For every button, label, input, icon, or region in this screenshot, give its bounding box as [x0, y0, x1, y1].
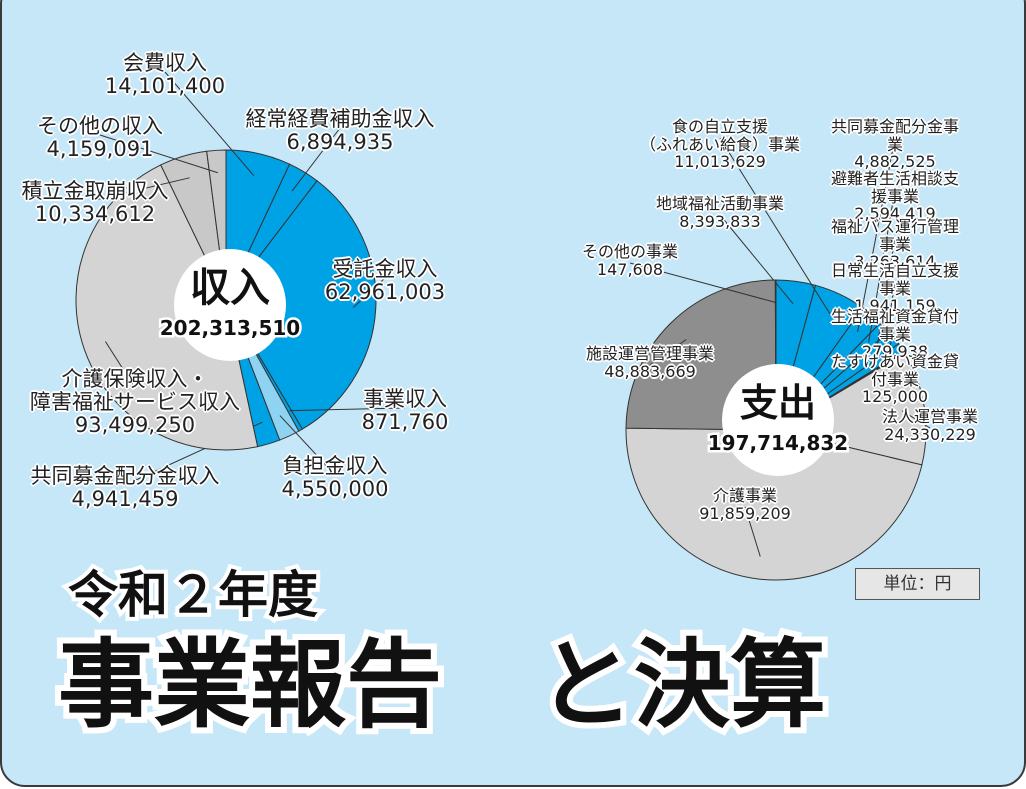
- leader-line: [868, 189, 896, 343]
- slice-label: その他の収入: [37, 114, 163, 138]
- leader-line: [352, 277, 386, 308]
- slice-value: 91,859,209: [699, 503, 791, 523]
- slice-label: 受託金収入: [332, 257, 438, 281]
- slice-label: 施設運営管理事業: [585, 344, 715, 363]
- slice-label: 共同募金配分金事業: [830, 117, 959, 154]
- leader-line: [901, 410, 931, 429]
- slice-value: 2,594,419: [854, 204, 936, 224]
- slice-value: 48,883,669: [604, 361, 696, 381]
- slice-label: 日常生活自立支援事業: [830, 261, 959, 298]
- slice-label: 積立金取崩収入: [21, 179, 169, 203]
- slice-value: 871,760: [361, 410, 449, 435]
- leader-line: [99, 134, 218, 174]
- pie-slice: [625, 427, 923, 581]
- leader-line: [289, 407, 406, 412]
- pies: 収入 202,313,510 支出 197,714,832: [75, 71, 931, 581]
- leader-line: [882, 281, 896, 361]
- leader-line: [744, 506, 761, 557]
- leader-line: [857, 137, 896, 333]
- leader-line: [629, 262, 776, 303]
- leader-line: [875, 237, 896, 352]
- slice-label: 介護事業: [712, 486, 778, 505]
- slice-value: 4,882,525: [854, 152, 936, 172]
- slice-value: 11,013,629: [674, 152, 766, 172]
- slice-value: 125,000: [861, 387, 929, 407]
- center-circle: [722, 364, 834, 476]
- leader-line: [105, 341, 136, 389]
- leader-line: [649, 339, 687, 366]
- slice-label: 負担金収入: [282, 454, 388, 478]
- center-value: 197,714,832: [708, 431, 848, 455]
- leader-line: [719, 137, 831, 316]
- slice-label: 福祉バス運行管理事業: [830, 217, 959, 254]
- slice-value: 279,938: [861, 342, 929, 362]
- heading-title: 事業報告 と決算: [58, 629, 826, 741]
- slice-label: 共同募金配分金収入: [30, 464, 220, 488]
- slice-label: 生活福祉資金貸付事業: [830, 307, 959, 344]
- slice-value: 3,263,614: [854, 252, 936, 272]
- leader-line: [94, 177, 190, 201]
- slice-value: 62,961,003: [324, 280, 446, 305]
- pie-slice: [774, 279, 777, 431]
- slice-label: 介護保険収入・ 障害福祉サービス収入: [30, 367, 240, 415]
- center-label: 支出: [740, 381, 816, 425]
- leader-line: [164, 71, 255, 176]
- slice-value: 4,941,459: [71, 487, 179, 512]
- slice-label: その他の事業: [581, 242, 679, 261]
- slice-value: 24,330,229: [884, 424, 976, 444]
- slice-value: 4,159,091: [46, 137, 154, 162]
- leader-line: [884, 327, 896, 364]
- center-label: 収入: [190, 265, 270, 311]
- leader-line: [279, 415, 336, 476]
- leader-line: [719, 214, 794, 304]
- slice-label: 地域福祉活動事業: [655, 194, 785, 213]
- slice-value: 147,608: [596, 259, 664, 279]
- unit-label: 単位：円: [855, 568, 980, 600]
- slice-label: 会費収入: [123, 51, 207, 75]
- pie-slice: [225, 180, 377, 430]
- center-circle: [174, 249, 286, 361]
- slice-label: 食の自立支援 （ふれあい給食）事業: [639, 117, 801, 154]
- slice-value: 10,334,612: [34, 202, 156, 227]
- slice-value: 6,894,935: [286, 130, 394, 155]
- slice-value: 14,101,400: [104, 74, 226, 99]
- slice-value: 8,393,833: [679, 211, 761, 231]
- slice-label: 避難者生活相談支援事業: [830, 169, 959, 206]
- pie-slice: [75, 164, 259, 451]
- center-value: 202,313,510: [160, 316, 300, 340]
- slice-label: 事業収入: [363, 387, 447, 411]
- slice-value: 1,941,159: [854, 296, 936, 316]
- slice-value: 93,499,250: [74, 413, 196, 438]
- slice-label: 経常経費補助金収入: [245, 107, 435, 131]
- slice-value: 4,550,000: [281, 477, 389, 502]
- slice-label: たすけあい資金貸付事業: [830, 352, 959, 389]
- leader-line: [291, 127, 341, 192]
- slice-label: 法人運営事業: [882, 407, 979, 426]
- heading-year: 令和２年度: [68, 566, 318, 624]
